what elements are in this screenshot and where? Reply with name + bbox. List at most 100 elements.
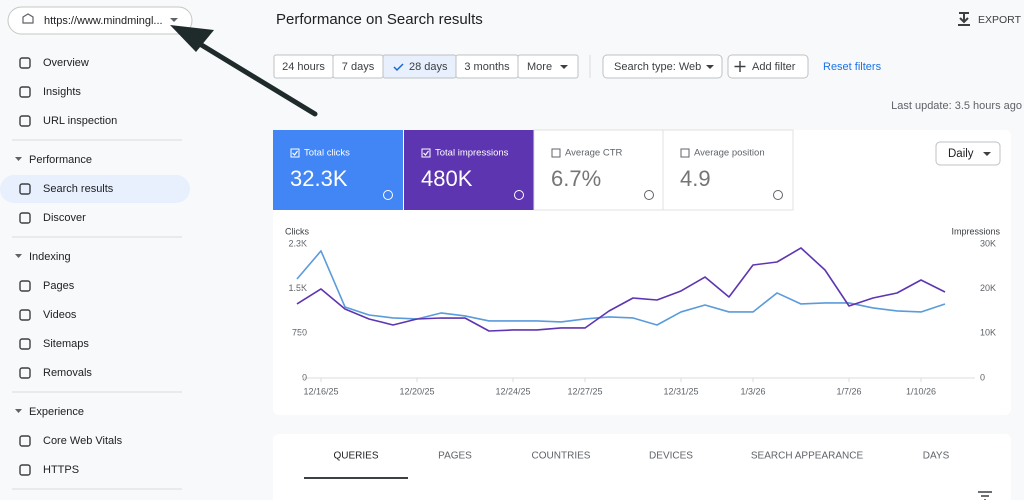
nav-item[interactable]: Core Web Vitals xyxy=(43,435,123,447)
nav-active xyxy=(0,175,190,203)
help-icon xyxy=(383,190,393,200)
nav-item[interactable]: URL inspection xyxy=(43,115,117,127)
nav-item[interactable]: Discover xyxy=(43,212,86,224)
metric-value: 32.3K xyxy=(290,166,348,191)
y-tick-label: 20K xyxy=(980,283,996,293)
nav-icon xyxy=(19,183,31,195)
tab[interactable]: DEVICES xyxy=(649,451,693,462)
collapse-caret xyxy=(15,157,22,161)
last-update: Last update: 3.5 hours ago xyxy=(891,100,1022,112)
search-type-button[interactable] xyxy=(602,54,723,79)
nav-icon xyxy=(19,338,31,350)
nav-item[interactable]: Videos xyxy=(43,309,77,321)
nav-heading: Experience xyxy=(29,406,84,418)
nav-icon xyxy=(19,280,31,292)
page-title: Performance on Search results xyxy=(276,11,483,28)
metric-value: 6.7% xyxy=(551,166,601,191)
add-filter-label: Add filter xyxy=(752,61,796,73)
nav-heading: Performance xyxy=(29,154,92,166)
nav-item[interactable]: Search results xyxy=(43,183,114,195)
y-tick-label: 10K xyxy=(980,328,996,338)
metric-checkbox xyxy=(421,148,431,158)
time-range-label: 24 hours xyxy=(282,61,325,73)
time-range-label: 28 days xyxy=(409,61,448,73)
help-icon xyxy=(773,190,783,200)
dropdown-caret xyxy=(560,65,568,69)
tab[interactable]: DAYS xyxy=(923,451,950,462)
metric-label: Average CTR xyxy=(565,148,623,159)
y-tick-label: 750 xyxy=(292,328,307,338)
x-tick-label: 12/24/25 xyxy=(495,386,530,396)
y-tick-label: 0 xyxy=(980,372,985,382)
metric-checkbox xyxy=(551,148,561,158)
dropdown-caret xyxy=(170,18,178,22)
annotation-arrow xyxy=(187,35,318,117)
series-line xyxy=(296,247,946,332)
nav-icon xyxy=(19,435,31,447)
annotation-arrowhead xyxy=(170,25,214,52)
time-range-label: 3 months xyxy=(464,61,510,73)
nav-icon xyxy=(19,309,31,321)
nav-item[interactable]: Insights xyxy=(43,86,81,98)
metric-label: Total clicks xyxy=(304,148,350,159)
y-axis-label: Clicks xyxy=(285,226,309,236)
metric-tile[interactable] xyxy=(533,129,665,211)
check-icon xyxy=(393,63,404,72)
metric-tile[interactable] xyxy=(662,129,794,211)
tabs-card xyxy=(273,434,1011,500)
tab[interactable]: QUERIES xyxy=(333,451,378,462)
property-icon xyxy=(22,13,34,24)
nav-item[interactable]: Sitemaps xyxy=(43,338,89,350)
series-line xyxy=(296,250,946,326)
x-tick-label: 12/31/25 xyxy=(663,386,698,396)
dropdown-caret xyxy=(983,152,991,156)
y-tick-label: 30K xyxy=(980,238,996,248)
nav-item[interactable]: Pages xyxy=(43,280,75,292)
metric-tile[interactable] xyxy=(404,130,534,210)
x-tick-label: 1/10/26 xyxy=(906,386,936,396)
x-tick-label: 12/16/25 xyxy=(303,386,338,396)
export-icon xyxy=(958,12,970,26)
metric-tile[interactable] xyxy=(273,130,403,210)
nav-icon xyxy=(19,367,31,379)
property-url: https://www.mindmingl... xyxy=(44,15,163,27)
x-tick-label: 1/3/26 xyxy=(740,386,765,396)
nav-heading: Indexing xyxy=(29,251,71,263)
filter-icon[interactable] xyxy=(978,491,992,500)
check-icon xyxy=(292,150,298,156)
x-tick-label: 12/27/25 xyxy=(567,386,602,396)
y-tick-label: 1.5K xyxy=(288,283,307,293)
export-button[interactable]: EXPORT xyxy=(978,14,1022,26)
collapse-caret xyxy=(15,409,22,413)
y2-axis-label: Impressions xyxy=(951,226,1000,236)
dropdown-caret xyxy=(706,65,714,69)
tab[interactable]: PAGES xyxy=(438,451,472,462)
nav-item[interactable]: Overview xyxy=(43,57,89,69)
reset-filters[interactable]: Reset filters xyxy=(823,61,882,73)
collapse-caret xyxy=(15,254,22,258)
time-range-label: More xyxy=(527,61,552,73)
x-tick-label: 1/7/26 xyxy=(836,386,861,396)
nav-item[interactable]: HTTPS xyxy=(43,464,79,476)
nav-icon xyxy=(19,115,31,127)
time-range-button[interactable] xyxy=(517,54,579,79)
help-icon xyxy=(514,190,524,200)
help-icon xyxy=(644,190,654,200)
granularity-select[interactable] xyxy=(935,141,1001,166)
plus-icon xyxy=(734,61,746,72)
x-tick-label: 12/20/25 xyxy=(399,386,434,396)
nav-icon xyxy=(19,57,31,69)
nav-item[interactable]: Removals xyxy=(43,367,92,379)
metric-label: Total impressions xyxy=(435,148,509,159)
property-selector[interactable] xyxy=(7,6,193,35)
metric-checkbox xyxy=(290,148,300,158)
metric-value: 480K xyxy=(421,166,473,191)
time-range-label: 7 days xyxy=(342,61,375,73)
tab[interactable]: COUNTRIES xyxy=(532,451,591,462)
tab-underline xyxy=(304,477,408,479)
y-tick-label: 2.3K xyxy=(288,238,307,248)
tab[interactable]: SEARCH APPEARANCE xyxy=(751,451,864,462)
add-filter-button[interactable] xyxy=(727,54,809,79)
